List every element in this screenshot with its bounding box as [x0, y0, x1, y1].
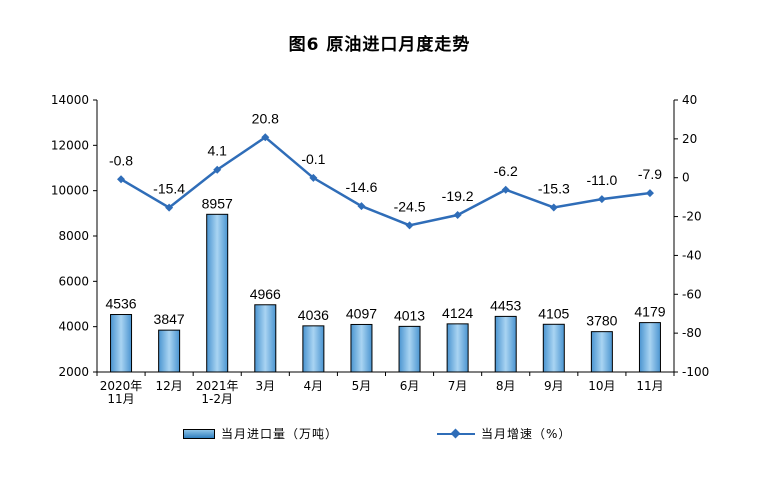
- x-axis-tick-label: 6月: [400, 379, 420, 393]
- growth-value-label: -15.4: [153, 181, 185, 197]
- right-axis-tick-label: -60: [682, 287, 702, 301]
- growth-point-marker: [549, 203, 558, 212]
- right-axis-tick-label: 40: [682, 93, 697, 107]
- x-axis-tick-label: 10月: [588, 379, 615, 393]
- growth-value-label: -0.1: [301, 151, 325, 167]
- bars: [110, 213, 661, 373]
- growth-value-label: -15.3: [538, 180, 570, 196]
- x-axis-tick-label: 8月: [496, 379, 516, 393]
- left-axis-tick-label: 6000: [58, 274, 89, 288]
- bar-value-label: 4036: [298, 307, 329, 323]
- growth-point-marker: [501, 185, 510, 194]
- right-axis-tick-label: -40: [682, 248, 702, 262]
- legend-volume-label: 当月进口量（万吨）: [221, 427, 339, 441]
- bar: [398, 325, 421, 373]
- axes: 2000 4000 6000 8000 10000 12000 14000 -100 -80 -6…: [51, 93, 709, 406]
- growth-line: [117, 133, 654, 230]
- bar: [542, 323, 565, 373]
- data-labels: 4536 3847 8957 4966 4036 4097 4013 4124 4453 4105…: [105, 110, 665, 328]
- growth-value-label: -11.0: [586, 172, 617, 188]
- bar-value-label: 4124: [442, 305, 473, 321]
- bar: [254, 304, 277, 373]
- growth-point-marker: [309, 173, 318, 182]
- x-axis-tick-label: 5月: [352, 379, 372, 393]
- growth-point-marker: [357, 202, 366, 211]
- legend: 当月进口量（万吨） 当月增速（%）: [0, 425, 759, 445]
- x-axis-tick-label: 3月: [255, 379, 275, 393]
- left-axis-tick-label: 2000: [58, 365, 89, 379]
- legend-growth-label: 当月增速（%）: [481, 427, 572, 441]
- right-axis-tick-label: -100: [682, 365, 709, 379]
- x-axis-tick-label: 7月: [448, 379, 468, 393]
- legend-line-swatch: [437, 428, 475, 439]
- legend-bar-swatch: [183, 428, 215, 439]
- bar: [638, 322, 661, 373]
- left-axis-tick-label: 12000: [51, 138, 89, 152]
- chart-title: 图6 原油进口月度走势: [288, 35, 471, 55]
- x-axis-tick-label: 11月: [636, 379, 663, 393]
- bar: [494, 315, 517, 373]
- right-axis-tick-label: -80: [682, 326, 702, 340]
- legend-item-volume: 当月进口量（万吨）: [183, 425, 338, 442]
- bar-value-label: 4105: [538, 305, 569, 321]
- growth-value-label: -6.2: [494, 163, 518, 179]
- bar-value-label: 4097: [346, 305, 377, 321]
- bar: [302, 325, 325, 373]
- growth-point-marker: [165, 203, 174, 212]
- bar: [158, 329, 181, 373]
- growth-series-line: [120, 135, 651, 227]
- bar: [110, 314, 133, 373]
- bar-value-label: 4013: [394, 307, 425, 323]
- growth-point-marker: [213, 165, 222, 174]
- bar: [446, 323, 469, 373]
- growth-value-label: 20.8: [252, 110, 279, 126]
- bar-value-label: 4179: [634, 304, 665, 320]
- growth-value-label: 4.1: [207, 143, 227, 159]
- bar-value-label: 4536: [105, 296, 136, 312]
- bar-value-label: 8957: [202, 195, 233, 211]
- right-axis-tick-label: -20: [682, 210, 702, 224]
- growth-point-marker: [117, 175, 126, 184]
- growth-point-marker: [645, 189, 654, 198]
- growth-value-label: -24.5: [394, 198, 426, 214]
- bar: [590, 331, 613, 373]
- x-axis-tick-label: 11月: [107, 392, 134, 406]
- bar-value-label: 3847: [154, 311, 185, 327]
- bar-value-label: 4966: [250, 286, 281, 302]
- bar-value-label: 3780: [586, 313, 617, 329]
- growth-value-label: -14.6: [345, 179, 377, 195]
- x-axis-tick-label: 12月: [155, 379, 182, 393]
- growth-value-label: -7.9: [638, 166, 662, 182]
- bar-value-label: 4453: [490, 297, 521, 313]
- x-axis-tick-label: 4月: [304, 379, 324, 393]
- legend-item-growth: 当月增速（%）: [437, 425, 571, 442]
- right-axis-tick-label: 20: [682, 132, 697, 146]
- x-axis-tick-label: 2020年: [100, 379, 143, 393]
- left-axis-tick-label: 4000: [58, 320, 89, 334]
- growth-value-label: -0.8: [109, 152, 133, 168]
- growth-point-marker: [597, 195, 606, 204]
- growth-point-marker: [261, 133, 270, 142]
- left-axis-tick-label: 8000: [58, 229, 89, 243]
- growth-point-marker: [405, 221, 414, 230]
- x-axis-tick-label: 1-2月: [201, 392, 233, 406]
- left-axis-tick-label: 10000: [51, 184, 89, 198]
- x-axis-tick-label: 2021年: [196, 379, 239, 393]
- bar: [350, 323, 373, 373]
- growth-point-marker: [453, 211, 462, 220]
- growth-value-label: -19.2: [442, 188, 474, 204]
- right-axis-tick-label: 0: [682, 171, 690, 185]
- left-axis-tick-label: 14000: [51, 93, 89, 107]
- bar: [206, 213, 229, 373]
- x-axis-tick-label: 9月: [544, 379, 564, 393]
